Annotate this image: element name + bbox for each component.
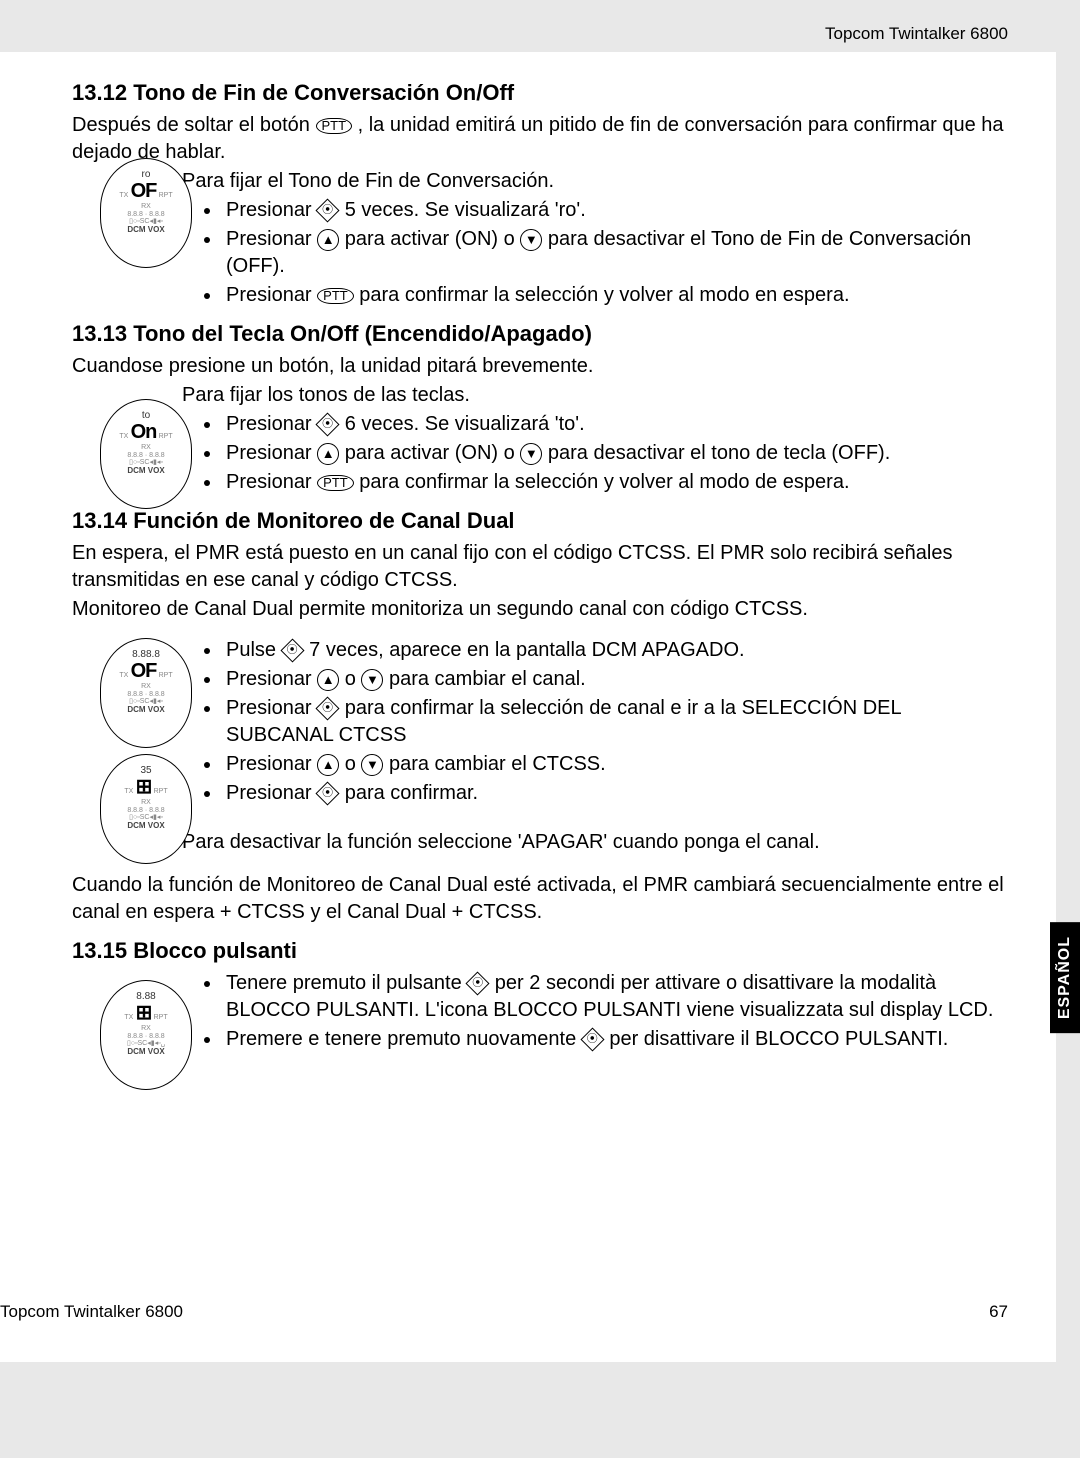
bullet-list: Presionar ⦿ 5 veces. Se visualizará 'ro'…: [222, 197, 1008, 309]
header-product: Topcom Twintalker 6800: [72, 24, 1056, 44]
list-item: Presionar ⦿ para confirmar.: [222, 780, 1008, 807]
down-icon: ▼: [520, 443, 542, 465]
device-display-icon: ro TX OF RPTRX 8.8.8 · 8.8.8 ▯○▫SC◂▮◂▫ D…: [100, 158, 192, 268]
ptt-icon: PTT: [316, 118, 353, 134]
page-number: 67: [989, 1302, 1008, 1322]
menu-icon: ⦿: [317, 698, 339, 720]
list-item: Premere e tenere premuto nuovamente ⦿ pe…: [222, 1026, 1008, 1053]
section-intro: Después de soltar el botón PTT , la unid…: [72, 112, 1008, 166]
bullet-list: Tenere premuto il pulsante ⦿ per 2 secon…: [222, 970, 1008, 1053]
up-icon: ▲: [317, 669, 339, 691]
list-item: Pulse ⦿ 7 veces, aparece en la pantalla …: [222, 637, 1008, 664]
bullet-list: Pulse ⦿ 7 veces, aparece en la pantalla …: [222, 637, 1008, 807]
tail-para: Cuando la función de Monitoreo de Canal …: [72, 872, 1008, 926]
list-item: Presionar ▲ para activar (ON) o ▼ para d…: [222, 226, 1008, 280]
language-tab: ESPAÑOL: [1050, 922, 1080, 1033]
down-icon: ▼: [520, 229, 542, 251]
up-icon: ▲: [317, 229, 339, 251]
page-content: 13.12 Tono de Fin de Conversación On/Off…: [0, 52, 1056, 1362]
list-item: Presionar ▲ o ▼ para cambiar el canal.: [222, 666, 1008, 693]
ptt-icon: PTT: [317, 288, 354, 304]
list-item: Tenere premuto il pulsante ⦿ per 2 secon…: [222, 970, 1008, 1024]
section-1314: 13.14 Función de Monitoreo de Canal Dual…: [72, 508, 1008, 926]
up-icon: ▲: [317, 754, 339, 776]
section-intro2: Monitoreo de Canal Dual permite monitori…: [72, 596, 1008, 623]
down-icon: ▼: [361, 669, 383, 691]
menu-icon: ⦿: [467, 973, 489, 995]
menu-icon: ⦿: [582, 1029, 604, 1051]
device-display-icon: 8.88.8 TX OF RPTRX 8.8.8 · 8.8.8 ▯○▫SC◂▮…: [100, 638, 192, 748]
menu-icon: ⦿: [317, 414, 339, 436]
ptt-icon: PTT: [317, 475, 354, 491]
tail-indent: Para desactivar la función seleccione 'A…: [182, 829, 1008, 856]
section-heading: 13.13 Tono del Tecla On/Off (Encendido/A…: [72, 321, 1008, 347]
menu-icon: ⦿: [317, 783, 339, 805]
section-1313: 13.13 Tono del Tecla On/Off (Encendido/A…: [72, 321, 1008, 496]
down-icon: ▼: [361, 754, 383, 776]
section-1315: 13.15 Blocco pulsanti 8.88 TX ⊞ RPTRX 8.…: [72, 938, 1008, 1053]
list-item: Presionar ⦿ para confirmar la selección …: [222, 695, 1008, 749]
section-intro: En espera, el PMR está puesto en un cana…: [72, 540, 1008, 594]
menu-icon: ⦿: [282, 640, 304, 662]
up-icon: ▲: [317, 443, 339, 465]
section-lead: Para fijar los tonos de las teclas.: [182, 382, 1008, 409]
list-item: Presionar PTT para confirmar la selecció…: [222, 469, 1008, 496]
list-item: Presionar ⦿ 5 veces. Se visualizará 'ro'…: [222, 197, 1008, 224]
list-item: Presionar PTT para confirmar la selecció…: [222, 282, 1008, 309]
list-item: Presionar ⦿ 6 veces. Se visualizará 'to'…: [222, 411, 1008, 438]
list-item: Presionar ▲ para activar (ON) o ▼ para d…: [222, 440, 1008, 467]
bullet-list: Presionar ⦿ 6 veces. Se visualizará 'to'…: [222, 411, 1008, 496]
footer-product: Topcom Twintalker 6800: [0, 1302, 183, 1322]
menu-icon: ⦿: [317, 200, 339, 222]
section-lead: Para fijar el Tono de Fin de Conversació…: [182, 168, 1008, 195]
section-heading: 13.14 Función de Monitoreo de Canal Dual: [72, 508, 1008, 534]
section-1312: 13.12 Tono de Fin de Conversación On/Off…: [72, 80, 1008, 309]
device-display-icon-2: 35 TX ⊞ RPTRX 8.8.8 · 8.8.8 ▯○▫SC◂▮◂▫ DC…: [100, 754, 192, 864]
section-heading: 13.15 Blocco pulsanti: [72, 938, 1008, 964]
section-heading: 13.12 Tono de Fin de Conversación On/Off: [72, 80, 1008, 106]
list-item: Presionar ▲ o ▼ para cambiar el CTCSS.: [222, 751, 1008, 778]
device-display-icon: 8.88 TX ⊞ RPTRX 8.8.8 · 8.8.8 ▯○▫SC◂▮◂▫␣…: [100, 980, 192, 1090]
device-display-icon: to TX On RPTRX 8.8.8 · 8.8.8 ▯○▫SC◂▮◂▫ D…: [100, 399, 192, 509]
section-intro: Cuandose presione un botón, la unidad pi…: [72, 353, 1008, 380]
